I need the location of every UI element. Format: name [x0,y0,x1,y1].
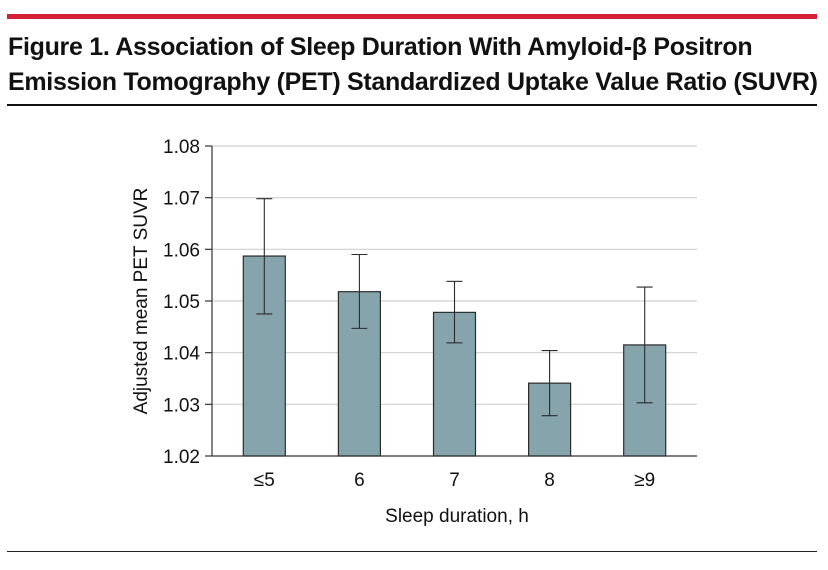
y-tick-label: 1.04 [163,344,200,365]
figure-title: Figure 1. Association of Sleep Duration … [8,30,818,100]
error-bars [256,198,653,417]
bottom-rule [7,551,817,552]
title-divider [7,104,817,106]
top-accent-rule [7,14,817,19]
grid-lines [212,145,697,405]
y-tick-label: 1.06 [163,240,200,261]
error-bar [446,280,463,344]
figure-title-line-1: Figure 1. Association of Sleep Duration … [8,33,753,61]
x-tick-label: 7 [449,470,460,491]
x-axis-title: Sleep duration, h [385,506,529,527]
error-bar [351,253,368,329]
y-tick-labels: 1.02 1.03 1.04 1.05 1.06 1.07 1.08 [163,137,212,468]
x-tick-label: ≤5 [254,470,275,491]
error-bar [256,198,273,315]
y-tick-label: 1.05 [163,292,200,313]
x-tick-label: ≥9 [634,470,655,491]
y-axis-title: Adjusted mean PET SUVR [131,188,152,415]
error-bar [541,350,558,417]
x-tick-labels: ≤5 6 7 8 ≥9 [254,470,655,491]
y-tick-label: 1.07 [163,189,200,210]
y-tick-label: 1.02 [163,447,200,468]
x-tick-label: 6 [354,470,365,491]
x-tick-label: 8 [544,470,555,491]
figure-title-line-2: Emission Tomography (PET) Standardized U… [8,68,818,96]
y-tick-label: 1.03 [163,395,200,416]
error-bar [636,286,653,404]
y-tick-label: 1.08 [163,137,200,158]
